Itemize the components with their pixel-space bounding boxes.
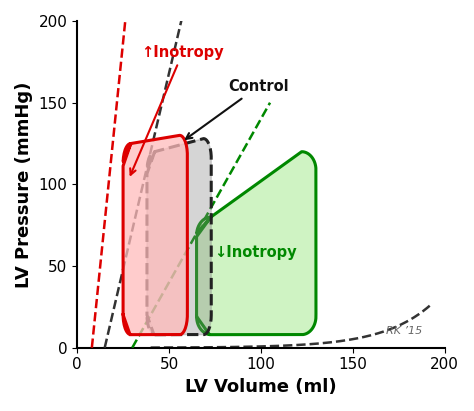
Polygon shape — [147, 139, 211, 335]
Y-axis label: LV Pressure (mmHg): LV Pressure (mmHg) — [15, 81, 33, 288]
Text: ↓Inotropy: ↓Inotropy — [214, 245, 297, 261]
Polygon shape — [197, 152, 316, 335]
Text: ↑Inotropy: ↑Inotropy — [130, 45, 224, 175]
X-axis label: LV Volume (ml): LV Volume (ml) — [185, 378, 337, 396]
Polygon shape — [123, 135, 187, 335]
Text: RK ’15: RK ’15 — [386, 326, 422, 336]
Text: Control: Control — [186, 79, 288, 139]
